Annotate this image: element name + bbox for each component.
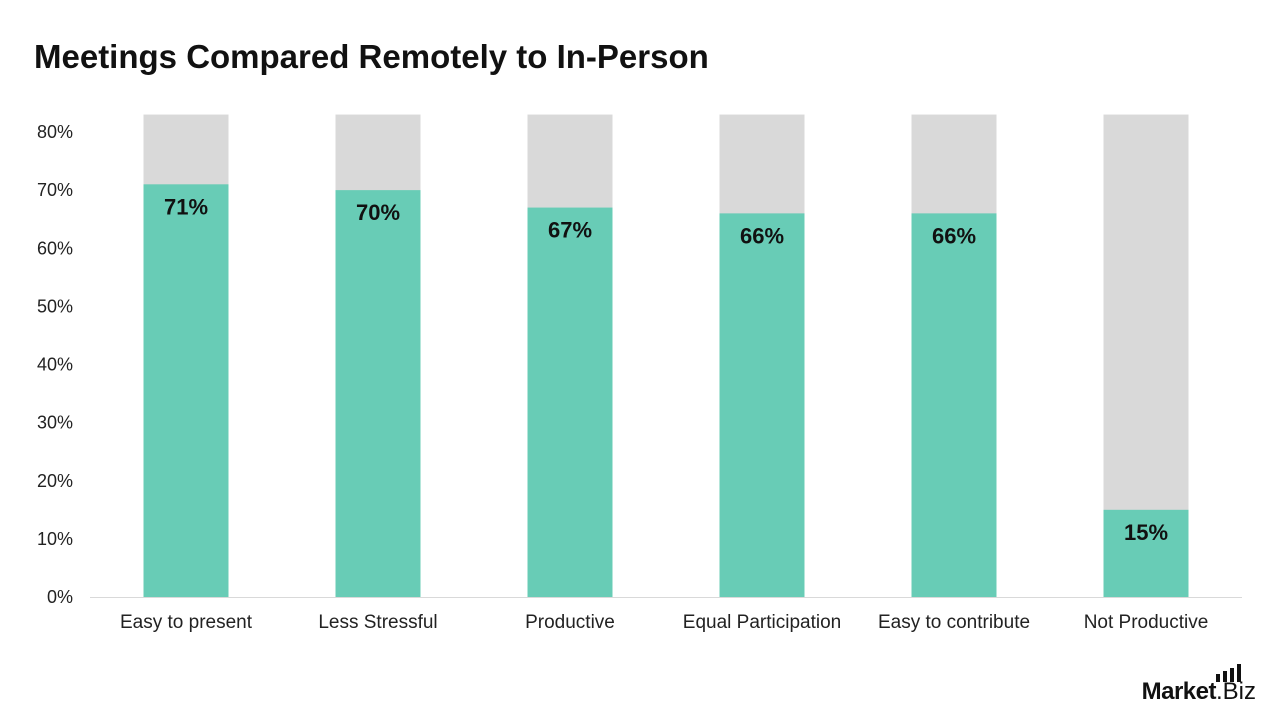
y-tick-label: 50% — [37, 296, 73, 316]
y-tick-label: 30% — [37, 413, 73, 433]
y-tick-label: 0% — [47, 587, 73, 607]
y-tick-label: 60% — [37, 238, 73, 258]
value-bar — [719, 213, 805, 597]
y-tick-label: 40% — [37, 355, 73, 375]
x-category-label: Productive — [525, 612, 615, 633]
value-bar — [1103, 509, 1189, 597]
y-tick-label: 70% — [37, 180, 73, 200]
logo-text-biz: .Biz — [1215, 678, 1256, 705]
data-label: 70% — [356, 200, 400, 225]
logo-text-market: Market — [1141, 678, 1217, 705]
data-label: 15% — [1124, 520, 1168, 545]
value-bar — [143, 184, 229, 597]
x-category-label: Not Productive — [1084, 612, 1209, 633]
data-label: 66% — [740, 223, 784, 248]
value-bar — [527, 207, 613, 597]
x-category-label: Less Stressful — [318, 612, 437, 633]
x-category-label: Equal Participation — [683, 612, 841, 633]
value-bar — [335, 190, 421, 597]
data-label: 66% — [932, 223, 976, 248]
data-label: 67% — [548, 218, 592, 243]
data-label: 71% — [164, 194, 208, 219]
y-tick-label: 10% — [37, 529, 73, 549]
chart-title: Meetings Compared Remotely to In-Person — [34, 38, 709, 75]
y-tick-label: 20% — [37, 471, 73, 491]
y-tick-label: 80% — [37, 122, 73, 142]
value-bar — [911, 213, 997, 597]
x-category-label: Easy to contribute — [878, 612, 1030, 633]
signal-bars-icon — [1215, 664, 1241, 682]
x-category-label: Easy to present — [120, 612, 253, 633]
marketbiz-logo: Market .Biz — [1141, 664, 1256, 706]
